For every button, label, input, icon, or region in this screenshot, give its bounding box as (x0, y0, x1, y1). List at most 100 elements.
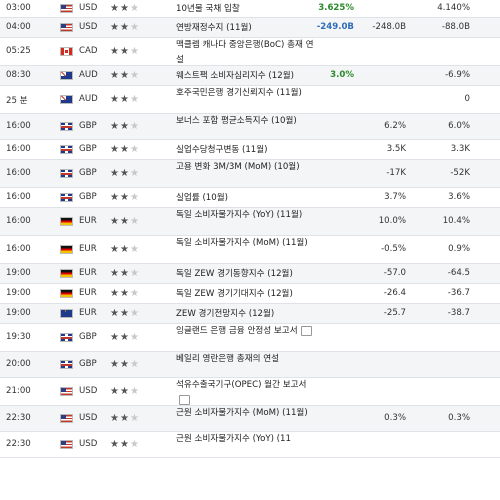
event-name-link[interactable]: 독일 소비자물가지수 (YoY) (11월) (176, 208, 316, 223)
table-row[interactable]: 19:00 EUR ★★★ 독일 ZEW 경기기대지수 (12월) -26.4 -36.7 (0, 284, 500, 304)
event-name: 베일리 영란은행 총재의 연설 (176, 354, 280, 364)
gb-flag-icon (60, 193, 73, 202)
event-name-link[interactable]: 석유수출국기구(OPEC) 월간 보고서 (176, 378, 316, 408)
event-name: 웨스트팩 소비자심리지수 (12월) (176, 71, 294, 81)
star-icon: ★ (110, 386, 120, 397)
importance-stars: ★★★ (110, 46, 140, 57)
table-row[interactable]: 04:00 USD ★★★ 연방재정수지 (11월) -249.0B -248.0B -88… (0, 18, 500, 38)
event-name-link[interactable]: 베일리 영란은행 총재의 연설 (176, 352, 316, 367)
star-icon: ★ (119, 22, 130, 33)
event-name: 고용 변화 3M/3M (MoM) (10월) (176, 162, 300, 172)
event-time: 19:30 (6, 332, 31, 342)
event-name-link[interactable]: 보너스 포함 평균소득지수 (10월) (176, 114, 316, 129)
event-name-link[interactable]: 독일 ZEW 경기동향지수 (12월) (176, 267, 316, 282)
table-row[interactable]: 20:00 GBP ★★★ 베일리 영란은행 총재의 연설 (0, 352, 500, 378)
star-icon: ★ (129, 308, 140, 319)
event-name-link[interactable]: 잉글랜드 은행 금융 안정성 보고서 (176, 324, 316, 339)
star-icon: ★ (119, 332, 130, 343)
event-name-link[interactable]: 웨스트팩 소비자심리지수 (12월) (176, 69, 316, 84)
star-icon: ★ (110, 192, 120, 203)
event-name: 근원 소비자물가지수 (YoY) (11 (176, 434, 291, 444)
table-row[interactable]: 16:00 GBP ★★★ 고용 변화 3M/3M (MoM) (10월) -17K -5… (0, 160, 500, 188)
event-name-link[interactable]: 10년물 국채 입찰 (176, 2, 316, 17)
star-icon: ★ (129, 121, 140, 132)
forecast-value: 3.5K (386, 144, 406, 154)
table-row[interactable]: 19:30 GBP ★★★ 잉글랜드 은행 금융 안정성 보고서 (0, 324, 500, 352)
star-icon: ★ (129, 46, 140, 57)
event-name-link[interactable]: 호주국민은행 경기신뢰지수 (11월) (176, 86, 316, 101)
forecast-value: 0.3% (384, 413, 406, 423)
importance-stars: ★★★ (110, 3, 140, 14)
table-row[interactable]: 22:30 USD ★★★ 근원 소비자물가지수 (YoY) (11 (0, 432, 500, 458)
previous-value: -38.7 (447, 308, 470, 318)
event-time: 19:00 (6, 268, 31, 278)
event-time: 16:00 (6, 168, 31, 178)
importance-stars: ★★★ (110, 413, 140, 424)
event-time: 19:00 (6, 288, 31, 298)
star-icon: ★ (110, 244, 120, 255)
currency-code: GBP (79, 192, 97, 202)
us-flag-icon (60, 4, 73, 13)
actual-value: 3.0% (330, 70, 354, 80)
ca-flag-icon (60, 47, 73, 56)
event-name-link[interactable]: 실업률 (10월) (176, 191, 316, 206)
table-row[interactable]: 22:30 USD ★★★ 근원 소비자물가지수 (MoM) (11월) 0.3% 0.3… (0, 406, 500, 432)
forecast-value: -0.5% (381, 244, 406, 254)
forecast-value: -26.4 (383, 288, 406, 298)
star-icon: ★ (110, 22, 120, 33)
table-row[interactable]: 05:25 CAD ★★★ 맥클렘 캐나다 중앙은행(BoC) 총재 연설 (0, 38, 500, 66)
previous-value: 3.6% (448, 192, 470, 202)
report-icon[interactable] (179, 394, 190, 405)
forecast-value: 6.2% (384, 121, 406, 131)
currency-code: AUD (79, 94, 98, 104)
report-icon[interactable] (300, 325, 312, 336)
event-name-link[interactable]: 연방재정수지 (11월) (176, 21, 316, 36)
event-name-link[interactable]: 맥클렘 캐나다 중앙은행(BoC) 총재 연설 (176, 38, 316, 68)
event-name-link[interactable]: 독일 ZEW 경기기대지수 (12월) (176, 287, 316, 302)
event-name-link[interactable]: ZEW 경기전망지수 (12월) (176, 307, 316, 322)
event-time: 08:30 (6, 70, 31, 80)
gb-flag-icon (60, 169, 73, 178)
event-name: ZEW 경기전망지수 (12월) (176, 309, 275, 319)
us-flag-icon (60, 387, 73, 396)
event-name-link[interactable]: 실업수당청구변동 (11월) (176, 143, 316, 158)
event-name-link[interactable]: 독일 소비자물가지수 (MoM) (11월) (176, 236, 316, 251)
table-row[interactable]: 16:00 EUR ★★★ 독일 소비자물가지수 (YoY) (11월) 10.0% 10… (0, 208, 500, 236)
star-icon: ★ (110, 144, 120, 155)
au-flag-icon (60, 95, 73, 104)
event-name-link[interactable]: 고용 변화 3M/3M (MoM) (10월) (176, 160, 316, 175)
table-row[interactable]: 16:00 GBP ★★★ 보너스 포함 평균소득지수 (10월) 6.2% 6.0% (0, 114, 500, 140)
star-icon: ★ (129, 386, 140, 397)
table-row[interactable]: 25 분 AUD ★★★ 호주국민은행 경기신뢰지수 (11월) 0 (0, 86, 500, 114)
currency-code: USD (79, 22, 98, 32)
table-row[interactable]: 21:00 USD ★★★ 석유수출국기구(OPEC) 월간 보고서 (0, 378, 500, 406)
table-row[interactable]: 16:00 GBP ★★★ 실업수당청구변동 (11월) 3.5K 3.3K (0, 140, 500, 160)
event-name-link[interactable]: 근원 소비자물가지수 (MoM) (11월) (176, 406, 316, 421)
event-time: 16:00 (6, 192, 31, 202)
star-icon: ★ (119, 70, 130, 81)
star-icon: ★ (129, 439, 140, 450)
forecast-value: 10.0% (378, 216, 406, 226)
forecast-value: -25.7 (383, 308, 406, 318)
event-time: 22:30 (6, 439, 31, 449)
star-icon: ★ (129, 144, 140, 155)
table-row[interactable]: 16:00 EUR ★★★ 독일 소비자물가지수 (MoM) (11월) -0.5% 0.… (0, 236, 500, 264)
event-name-link[interactable]: 근원 소비자물가지수 (YoY) (11 (176, 432, 316, 447)
star-icon: ★ (129, 359, 140, 370)
star-icon: ★ (119, 94, 130, 105)
currency-code: EUR (79, 308, 97, 318)
table-row[interactable]: 16:00 GBP ★★★ 실업률 (10월) 3.7% 3.6% (0, 188, 500, 208)
event-name: 호주국민은행 경기신뢰지수 (11월) (176, 88, 302, 98)
de-flag-icon (60, 217, 73, 226)
table-row[interactable]: 08:30 AUD ★★★ 웨스트팩 소비자심리지수 (12월) 3.0% -6.9% (0, 66, 500, 86)
table-row[interactable]: 03:00 USD ★★★ 10년물 국채 입찰 3.625% 4.140% (0, 0, 500, 18)
currency-code: CAD (79, 46, 98, 56)
star-icon: ★ (110, 308, 120, 319)
star-icon: ★ (119, 288, 130, 299)
event-time: 21:00 (6, 386, 31, 396)
importance-stars: ★★★ (110, 268, 140, 279)
star-icon: ★ (119, 121, 130, 132)
de-flag-icon (60, 245, 73, 254)
table-row[interactable]: 19:00 EUR ★★★ 독일 ZEW 경기동향지수 (12월) -57.0 -64.5 (0, 264, 500, 284)
